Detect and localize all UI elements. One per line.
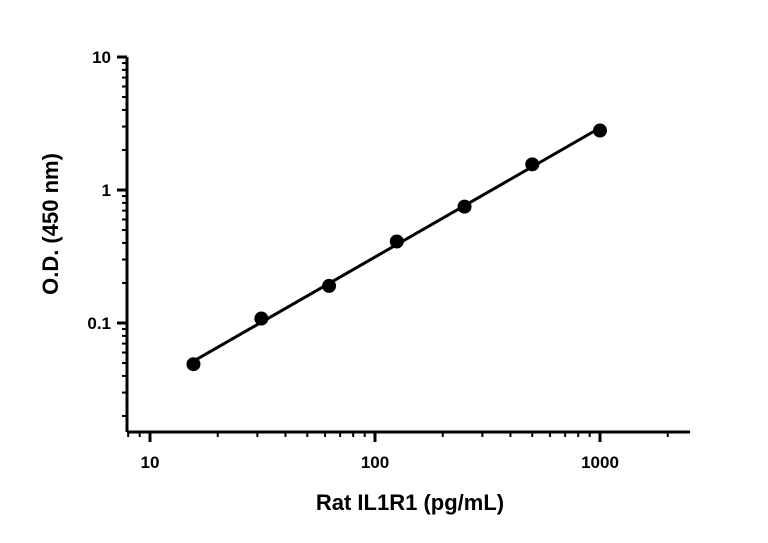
data-point: [186, 357, 201, 372]
x-tick-label: 1000: [581, 453, 619, 472]
data-point: [525, 157, 540, 172]
data-point: [254, 311, 269, 326]
data-point: [322, 278, 337, 293]
data-points: [186, 123, 607, 372]
data-point: [389, 234, 404, 249]
x-tick-label: 10: [141, 453, 160, 472]
y-tick-label: 0.1: [87, 314, 111, 333]
y-axis-label: O.D. (450 nm): [38, 153, 63, 295]
x-tick-label: 100: [361, 453, 389, 472]
x-axis-label: Rat IL1R1 (pg/mL): [316, 490, 504, 515]
data-point: [593, 123, 607, 138]
data-point: [457, 199, 472, 214]
y-tick-label: 10: [92, 48, 111, 67]
axes: 0.1 1 10 10 100 1000: [87, 48, 690, 472]
y-tick-label: 1: [102, 181, 111, 200]
